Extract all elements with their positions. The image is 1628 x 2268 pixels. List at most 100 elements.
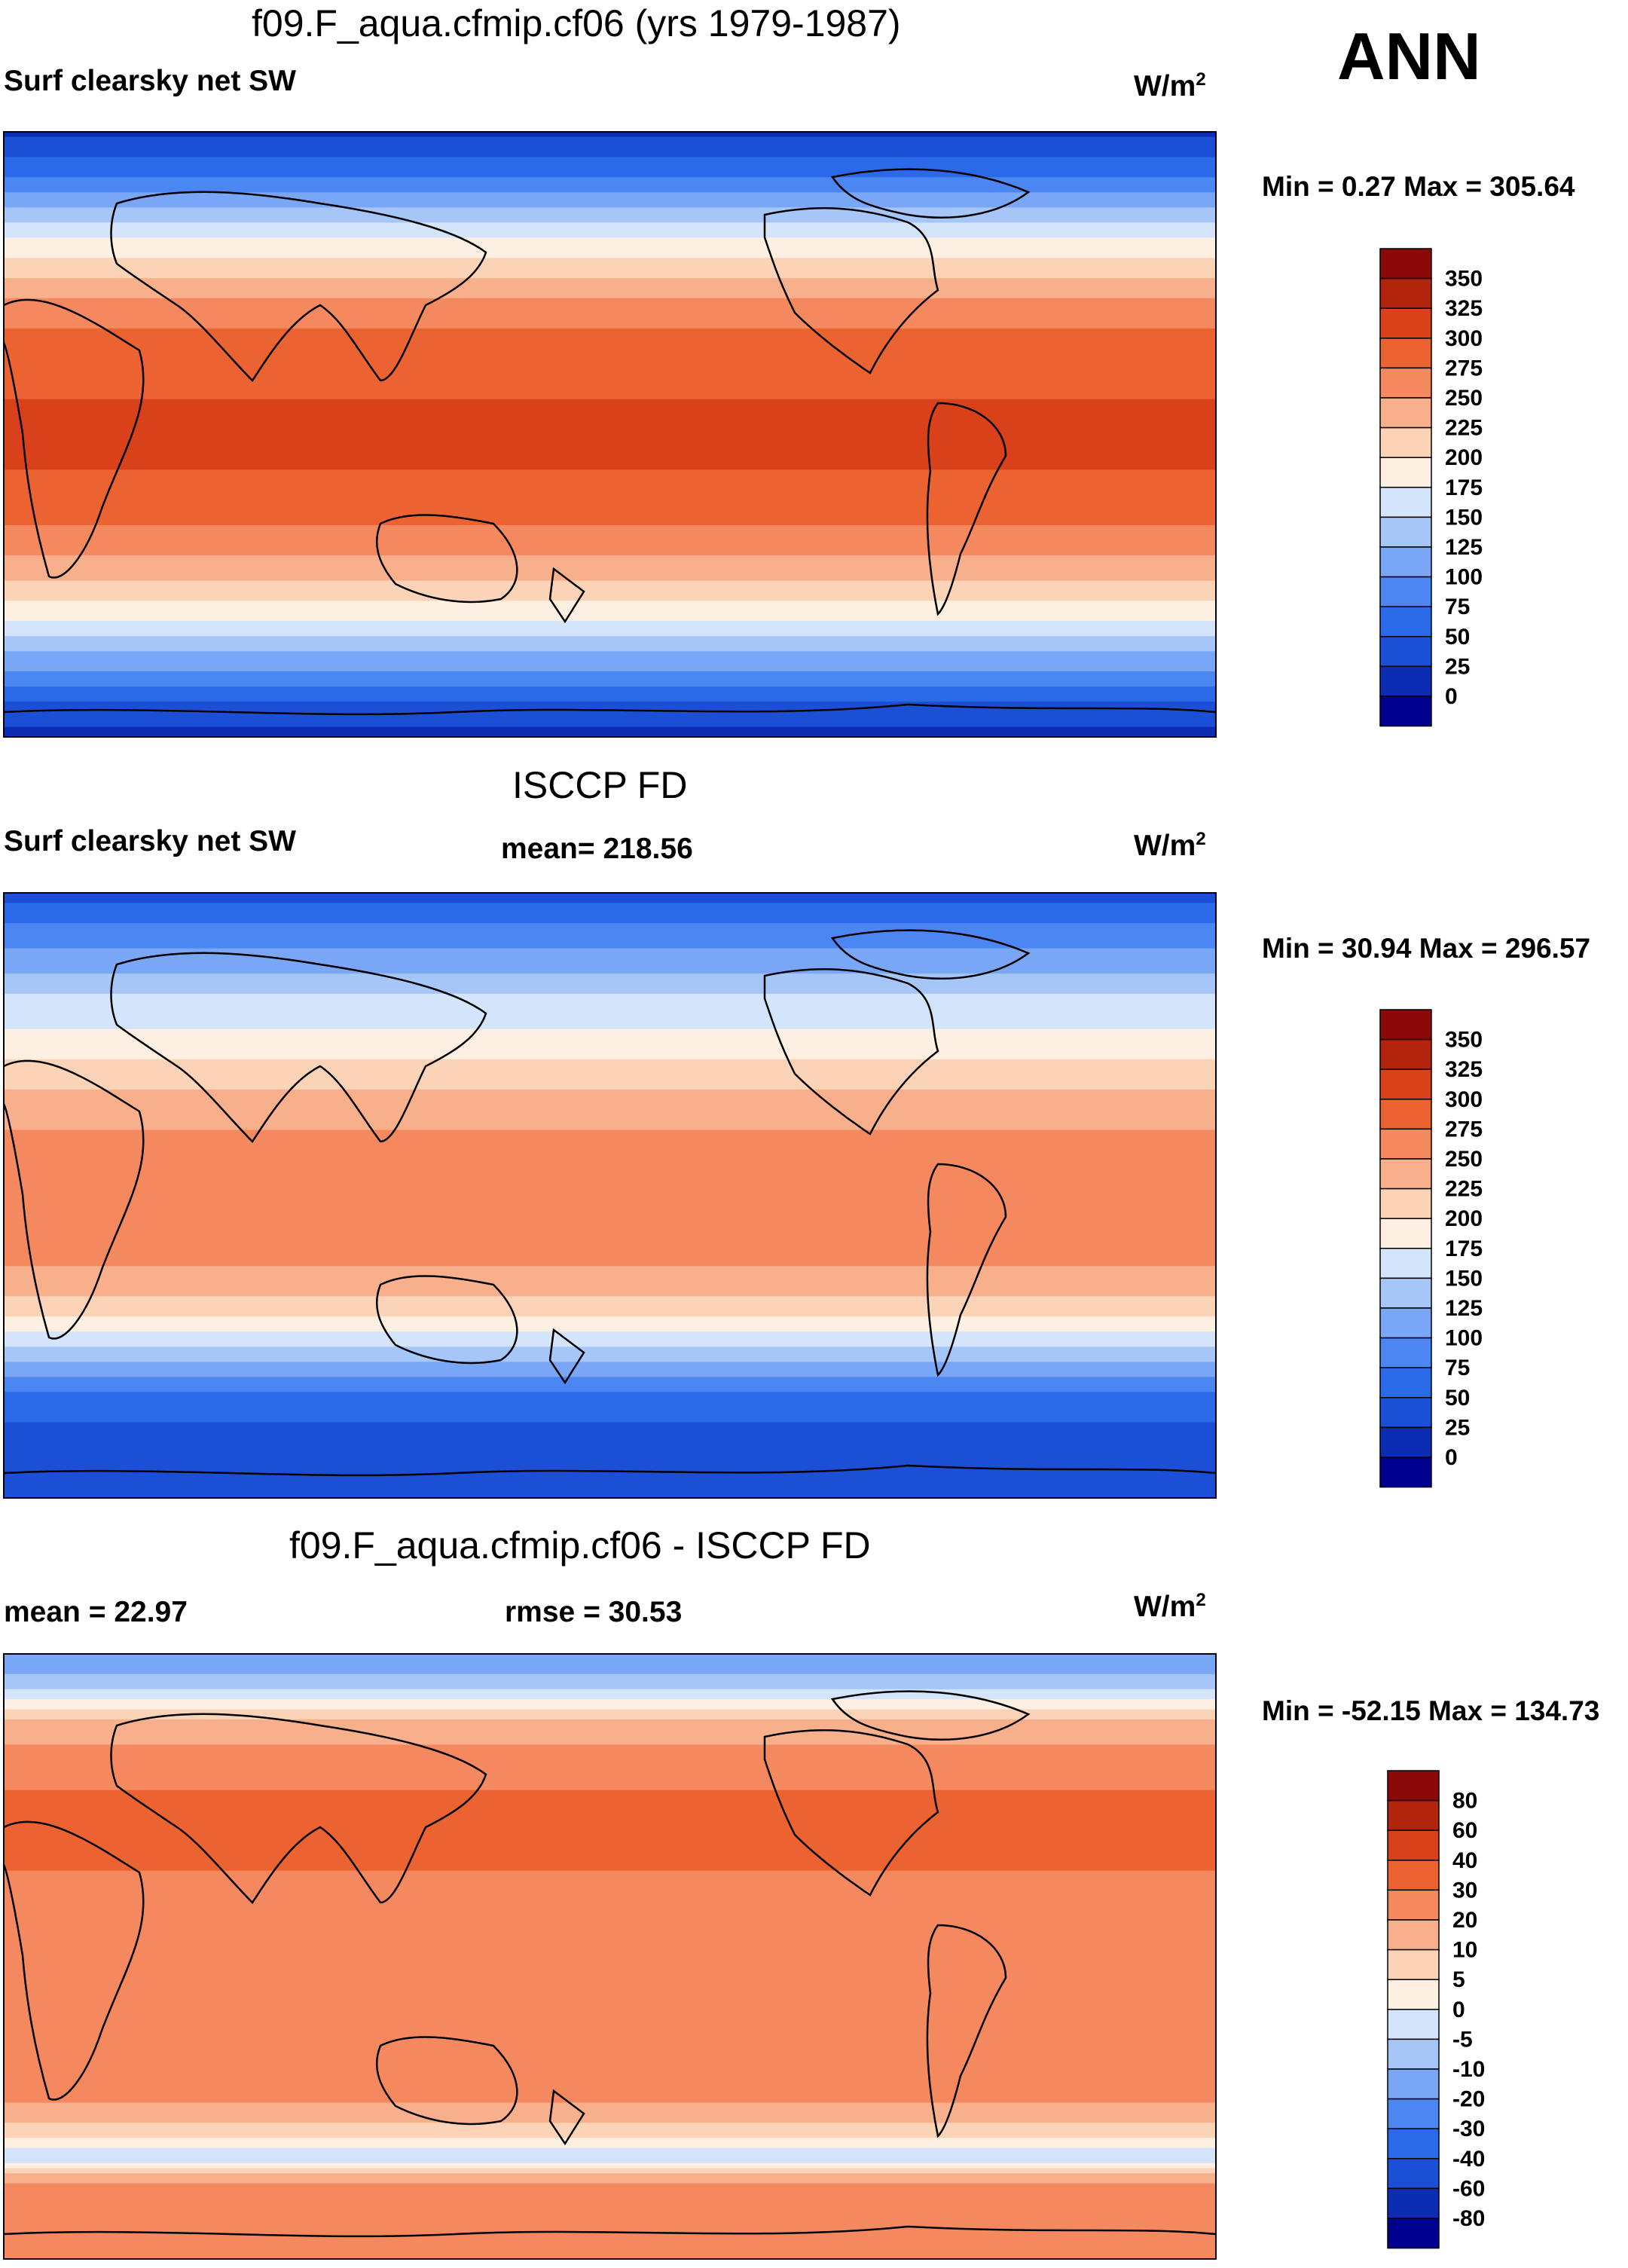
colorbar-swatch xyxy=(1387,2218,1440,2249)
panel2-mean-label: mean= 218.56 xyxy=(501,833,693,865)
panel1-variable-label: Surf clearsky net SW xyxy=(4,65,296,97)
map-band xyxy=(4,1855,1216,1862)
colorbar-tick-label: -10 xyxy=(1452,2057,1485,2082)
map-band xyxy=(4,1099,1216,1105)
map-band xyxy=(4,303,1216,310)
map-band xyxy=(4,681,1216,687)
map-band xyxy=(4,232,1216,239)
colorbar-tick-label: 350 xyxy=(1445,1028,1483,1053)
colorbar-swatch xyxy=(1379,1426,1432,1458)
map-band xyxy=(4,2102,1216,2109)
map-band xyxy=(4,1255,1216,1262)
map-band xyxy=(4,2248,1216,2255)
map-band xyxy=(4,696,1216,702)
map-band xyxy=(4,1936,1216,1942)
map-band xyxy=(4,651,1216,657)
map-band xyxy=(4,363,1216,370)
colorbar-tick-label: 325 xyxy=(1445,296,1483,321)
map-band xyxy=(4,1220,1216,1227)
map-band xyxy=(4,2198,1216,2205)
map-band xyxy=(4,2208,1216,2215)
map-band xyxy=(4,2218,1216,2224)
colorbar-tick-label: 200 xyxy=(1445,445,1483,470)
map-band xyxy=(4,308,1216,314)
map-band xyxy=(4,459,1216,466)
colorbar-swatch xyxy=(1379,516,1432,548)
colorbar-tick-label: 5 xyxy=(1452,1967,1465,1992)
map-band xyxy=(4,1669,1216,1675)
map-band xyxy=(4,1341,1216,1348)
map-band xyxy=(4,524,1216,531)
map-band xyxy=(4,2123,1216,2129)
map-band xyxy=(4,142,1216,148)
map-band xyxy=(4,2046,1216,2053)
map-band xyxy=(4,1215,1216,1221)
map-band xyxy=(4,434,1216,440)
map-band xyxy=(4,666,1216,672)
map-band xyxy=(4,646,1216,653)
colorbar-swatch xyxy=(1387,2158,1440,2190)
map-band xyxy=(4,1845,1216,1851)
map-band xyxy=(4,2097,1216,2104)
panel3-units: W/m2 xyxy=(1134,1590,1206,1623)
map-band xyxy=(4,147,1216,153)
map-band xyxy=(4,222,1216,228)
colorbar-swatch xyxy=(1387,1799,1440,1831)
colorbar-tick-label: 350 xyxy=(1445,267,1483,292)
map-band xyxy=(4,1679,1216,1685)
map-band xyxy=(4,283,1216,289)
map-band xyxy=(4,968,1216,974)
map-band xyxy=(4,368,1216,374)
colorbar-swatch xyxy=(1387,2128,1440,2159)
colorbar-swatch xyxy=(1379,457,1432,488)
map-band xyxy=(4,1004,1216,1010)
map-band xyxy=(4,1457,1216,1463)
map-band xyxy=(4,475,1216,481)
map-band xyxy=(4,606,1216,612)
map-band xyxy=(4,2022,1216,2028)
map-band xyxy=(4,1951,1216,1958)
colorbar-tick-label: 200 xyxy=(1445,1206,1483,1231)
map-band xyxy=(4,1875,1216,1881)
colorbar-swatch xyxy=(1379,1009,1432,1041)
map-band xyxy=(4,1463,1216,1469)
colorbar-swatch xyxy=(1379,1397,1432,1429)
map-band xyxy=(4,1447,1216,1453)
map-band xyxy=(4,353,1216,359)
map-band xyxy=(4,333,1216,340)
colorbar-swatch xyxy=(1379,546,1432,578)
map-band xyxy=(4,2138,1216,2144)
map-band xyxy=(4,1356,1216,1363)
map-band xyxy=(4,1658,1216,1665)
colorbar-swatch xyxy=(1379,1337,1432,1368)
map-band xyxy=(4,550,1216,556)
map-band xyxy=(4,721,1216,728)
map-band xyxy=(4,1407,1216,1414)
map-band xyxy=(4,1915,1216,1922)
colorbar-tick-label: 25 xyxy=(1445,654,1470,679)
map-band xyxy=(4,636,1216,642)
colorbar-tick-label: 50 xyxy=(1445,1386,1470,1411)
map-band xyxy=(4,601,1216,607)
map-band xyxy=(4,1139,1216,1146)
colorbar-tick-label: 20 xyxy=(1452,1908,1477,1933)
map-band xyxy=(4,1023,1216,1030)
map-band xyxy=(4,912,1216,919)
map-band xyxy=(4,1437,1216,1444)
colorbar-swatch xyxy=(1379,277,1432,309)
map-band xyxy=(4,1866,1216,1872)
colorbar-tick-label: 25 xyxy=(1445,1415,1470,1440)
panel2-minmax: Min = 30.94 Max = 296.57 xyxy=(1262,933,1591,964)
map-band xyxy=(4,1835,1216,1842)
map-band xyxy=(4,1840,1216,1847)
map-band xyxy=(4,1170,1216,1176)
panel2-units: W/m2 xyxy=(1134,829,1206,862)
map-band xyxy=(4,1089,1216,1096)
map-band xyxy=(4,1059,1216,1065)
map-band xyxy=(4,494,1216,501)
colorbar-tick-label: 225 xyxy=(1445,416,1483,441)
map-band xyxy=(4,2193,1216,2199)
colorbar-swatch xyxy=(1379,1128,1432,1160)
map-band xyxy=(4,1704,1216,1710)
